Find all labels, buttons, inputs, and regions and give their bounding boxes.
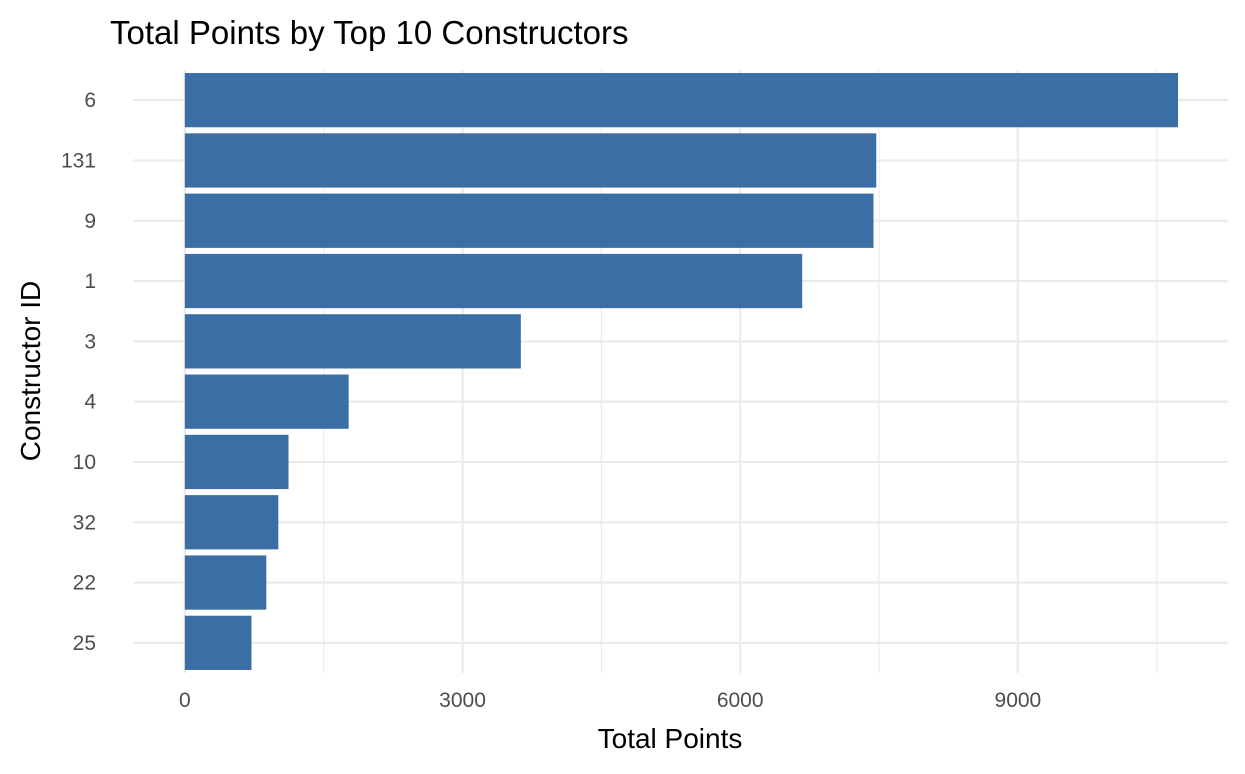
y-tick-label: 10 (73, 451, 96, 474)
y-tick-label: 4 (84, 391, 96, 414)
y-tick-label: 6 (84, 89, 96, 112)
y-tick-label: 25 (73, 632, 96, 655)
y-axis-title: Constructor ID (15, 281, 46, 462)
y-tick-label: 22 (73, 572, 96, 595)
y-axis-tick-labels: 6 131 9 1 3 4 10 32 22 25 (61, 89, 96, 655)
bar-constructor-32 (184, 495, 279, 550)
bars (184, 73, 1179, 670)
y-tick-label: 32 (73, 511, 96, 534)
bar-constructor-3 (184, 314, 521, 369)
x-tick-label: 0 (179, 689, 191, 712)
x-tick-label: 9000 (995, 689, 1042, 712)
bar-constructor-6 (184, 73, 1179, 128)
y-tick-label: 1 (84, 270, 96, 293)
y-tick-label: 3 (84, 330, 96, 353)
bar-constructor-4 (184, 374, 349, 429)
x-axis-tick-labels: 0 3000 6000 9000 (179, 689, 1041, 712)
bar-constructor-25 (184, 615, 252, 670)
y-tick-label: 9 (84, 210, 96, 233)
x-axis-title: Total Points (598, 723, 743, 754)
bar-constructor-10 (184, 434, 289, 490)
bar-constructor-131 (184, 133, 877, 188)
y-tick-label: 131 (61, 149, 96, 172)
bar-constructor-22 (184, 555, 267, 610)
chart-title: Total Points by Top 10 Constructors (110, 14, 629, 51)
bar-constructor-1 (184, 253, 803, 309)
x-tick-label: 3000 (439, 689, 486, 712)
bar-constructor-9 (184, 193, 874, 248)
x-tick-label: 6000 (717, 689, 764, 712)
